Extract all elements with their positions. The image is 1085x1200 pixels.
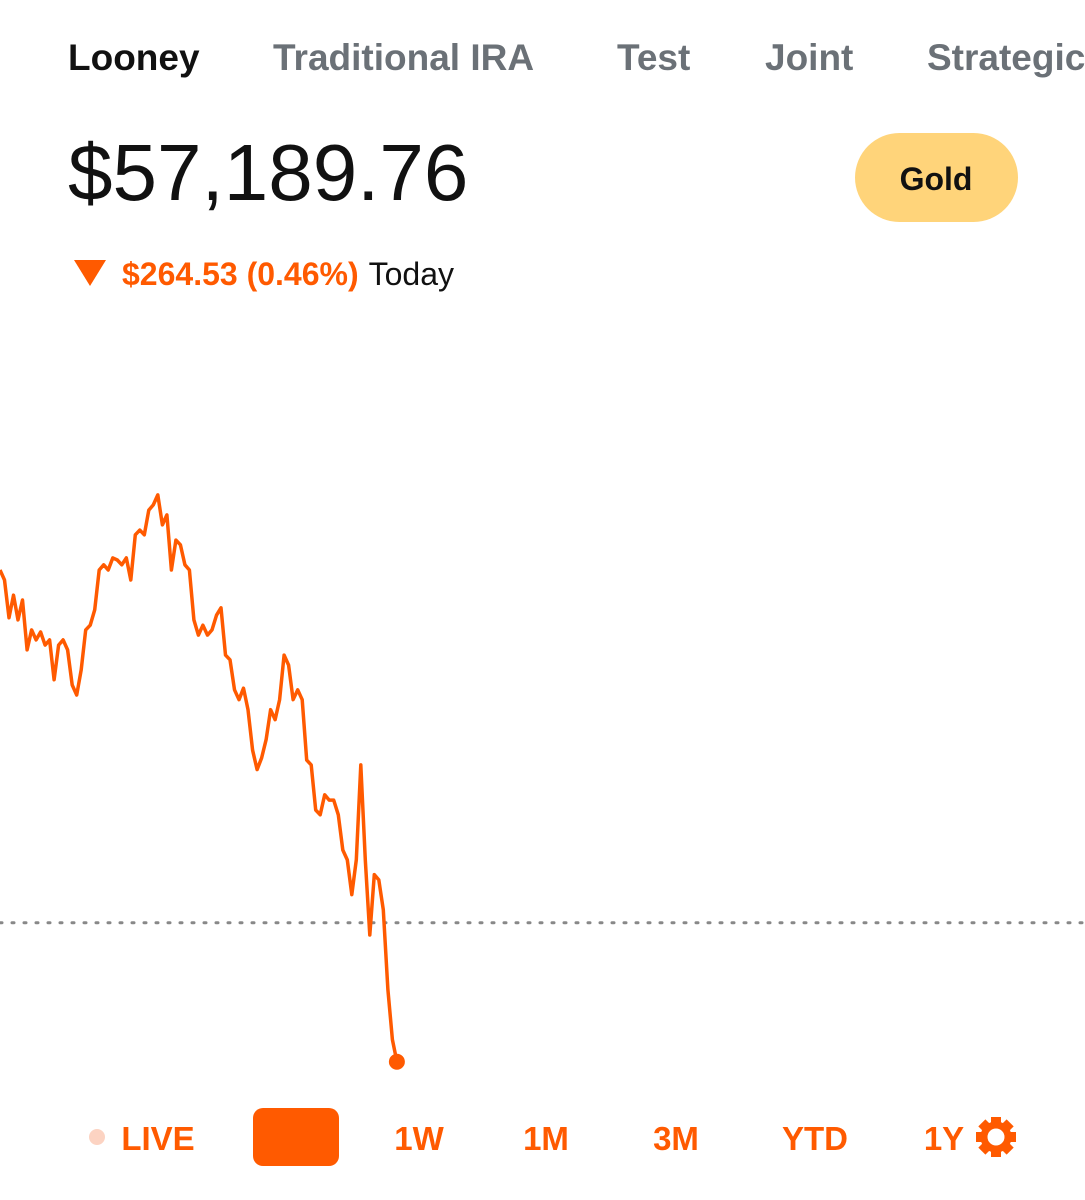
badge-label[interactable]: Gold (900, 161, 973, 197)
range-button[interactable]: 1W (394, 1120, 444, 1157)
live-dot (89, 1129, 105, 1145)
range-button[interactable]: 1Y (924, 1120, 964, 1157)
range-button[interactable]: YTD (782, 1120, 848, 1157)
down-arrow (74, 260, 106, 286)
account-tab[interactable]: Test (617, 37, 690, 78)
range-button[interactable]: 1D (275, 1120, 317, 1157)
account-tab[interactable]: Strategic (927, 37, 1085, 78)
range-button[interactable]: 3M (653, 1120, 699, 1157)
range-selected-bg[interactable] (253, 1108, 339, 1166)
settings-gear[interactable] (976, 1117, 1016, 1157)
account-tab[interactable]: Looney (68, 37, 200, 78)
balance: $57,189.76 (68, 128, 468, 217)
account-tab[interactable]: Traditional IRA (273, 37, 534, 78)
badge-pill[interactable] (855, 133, 1018, 222)
range-button[interactable]: 1M (523, 1120, 569, 1157)
current-point (388, 1053, 405, 1070)
change-period: Today (369, 256, 454, 292)
price-line (0, 493, 399, 1063)
range-button[interactable]: LIVE (121, 1120, 194, 1157)
change: $264.53 (0.46%) (122, 256, 359, 292)
account-tab[interactable]: Joint (765, 37, 853, 78)
